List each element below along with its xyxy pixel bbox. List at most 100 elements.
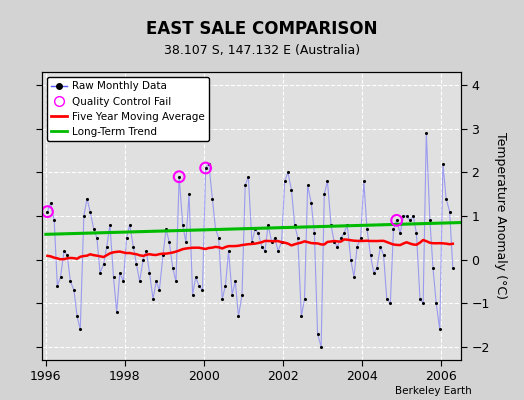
Point [175,174,183,180]
Point [159,252,167,258]
Point [412,230,421,237]
Point [172,278,180,285]
Point [234,313,243,320]
Point [369,270,378,276]
Point [363,226,371,232]
Point [182,239,190,245]
Point [195,283,203,289]
Point [435,326,444,333]
Point [43,208,52,215]
Point [60,248,68,254]
Legend: Raw Monthly Data, Quality Control Fail, Five Year Moving Average, Long-Term Tren: Raw Monthly Data, Quality Control Fail, … [47,77,209,141]
Point [353,243,362,250]
Point [271,235,279,241]
Point [224,248,233,254]
Point [53,283,61,289]
Point [392,217,401,224]
Point [340,230,348,237]
Point [313,331,322,337]
Point [43,208,52,215]
Point [258,243,266,250]
Point [100,261,108,267]
Point [439,160,447,167]
Point [366,252,375,258]
Point [267,239,276,245]
Text: Berkeley Earth: Berkeley Earth [395,386,472,396]
Point [251,226,259,232]
Point [208,195,216,202]
Point [96,270,104,276]
Point [307,200,315,206]
Point [179,222,187,228]
Point [406,217,414,224]
Point [274,248,282,254]
Point [214,235,223,241]
Text: EAST SALE COMPARISON: EAST SALE COMPARISON [146,20,378,38]
Point [149,296,157,302]
Point [442,195,450,202]
Point [337,235,345,241]
Point [50,217,58,224]
Point [228,291,236,298]
Point [303,182,312,189]
Point [110,274,118,280]
Point [356,235,365,241]
Point [327,222,335,228]
Point [283,169,292,176]
Point [238,291,246,298]
Point [142,248,150,254]
Point [317,344,325,350]
Point [103,243,111,250]
Point [432,300,440,306]
Point [93,235,101,241]
Point [113,309,121,315]
Point [106,222,114,228]
Point [63,252,71,258]
Point [139,256,147,263]
Point [244,174,253,180]
Point [76,326,84,333]
Point [126,222,134,228]
Point [70,287,78,293]
Point [293,235,302,241]
Point [346,256,355,263]
Point [231,278,239,285]
Point [201,165,210,171]
Point [201,165,210,171]
Point [165,239,173,245]
Point [280,178,289,184]
Point [123,235,131,241]
Point [416,296,424,302]
Point [162,226,170,232]
Point [116,270,124,276]
Point [169,265,177,272]
Point [376,243,385,250]
Point [254,230,263,237]
Point [402,213,411,219]
Point [422,130,431,136]
Point [449,265,457,272]
Point [132,261,140,267]
Point [47,200,55,206]
Text: 38.107 S, 147.132 E (Australia): 38.107 S, 147.132 E (Australia) [164,44,360,57]
Point [264,222,272,228]
Point [198,287,206,293]
Point [261,248,269,254]
Point [323,178,332,184]
Point [83,195,91,202]
Point [445,208,454,215]
Point [386,300,395,306]
Point [129,243,137,250]
Point [359,178,368,184]
Point [135,278,144,285]
Point [145,270,154,276]
Point [152,278,160,285]
Point [399,213,408,219]
Point [241,182,249,189]
Point [425,217,434,224]
Point [350,274,358,280]
Point [66,278,74,285]
Point [320,191,329,197]
Point [211,226,220,232]
Point [392,217,401,224]
